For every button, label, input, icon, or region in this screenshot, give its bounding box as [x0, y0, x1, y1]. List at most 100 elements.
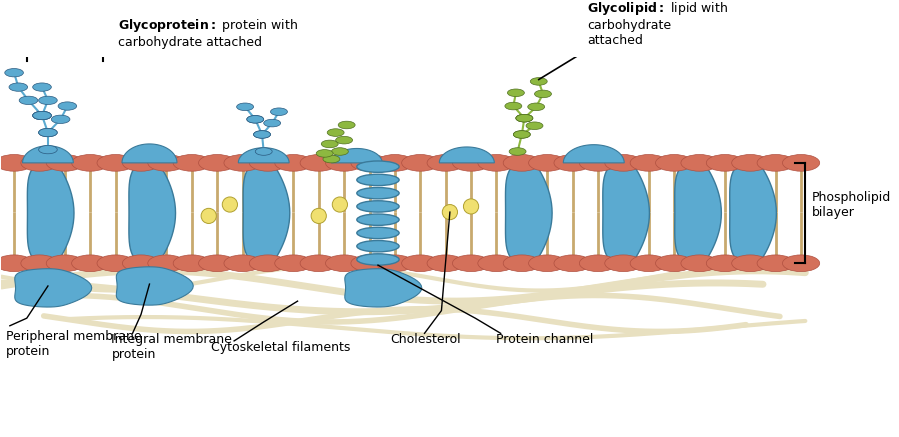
Circle shape [427, 255, 464, 271]
Circle shape [516, 114, 533, 122]
Circle shape [0, 155, 32, 171]
Circle shape [174, 255, 210, 271]
Polygon shape [675, 160, 721, 266]
Circle shape [402, 155, 439, 171]
Polygon shape [22, 146, 74, 163]
Circle shape [478, 255, 515, 271]
Ellipse shape [357, 201, 399, 212]
Ellipse shape [357, 254, 399, 265]
Circle shape [516, 114, 533, 122]
Circle shape [351, 155, 388, 171]
Circle shape [51, 115, 70, 124]
Circle shape [39, 146, 58, 154]
Circle shape [377, 155, 414, 171]
Circle shape [275, 255, 312, 271]
Circle shape [516, 114, 533, 122]
Circle shape [503, 155, 540, 171]
Circle shape [32, 111, 51, 120]
Circle shape [97, 155, 134, 171]
Circle shape [0, 255, 32, 271]
Ellipse shape [357, 240, 399, 252]
Circle shape [39, 96, 58, 104]
Circle shape [782, 155, 820, 171]
Circle shape [199, 155, 236, 171]
Circle shape [757, 255, 795, 271]
Circle shape [249, 255, 287, 271]
Circle shape [530, 78, 547, 85]
Circle shape [507, 89, 524, 97]
Circle shape [72, 255, 109, 271]
Circle shape [732, 155, 769, 171]
Circle shape [199, 255, 236, 271]
Polygon shape [238, 148, 289, 163]
Ellipse shape [357, 227, 399, 239]
Circle shape [300, 255, 337, 271]
Circle shape [236, 103, 254, 111]
Text: Integral membrane
protein: Integral membrane protein [111, 333, 232, 361]
Polygon shape [345, 269, 422, 307]
Circle shape [605, 155, 642, 171]
Circle shape [32, 111, 51, 120]
Ellipse shape [463, 199, 478, 214]
Text: Cholesterol: Cholesterol [391, 333, 461, 347]
Circle shape [97, 255, 134, 271]
Circle shape [21, 155, 58, 171]
Circle shape [579, 255, 617, 271]
Ellipse shape [333, 197, 348, 212]
Circle shape [224, 155, 262, 171]
Circle shape [46, 255, 84, 271]
Circle shape [39, 128, 58, 137]
Circle shape [707, 255, 743, 271]
Polygon shape [730, 160, 777, 266]
Circle shape [32, 111, 51, 120]
Circle shape [323, 155, 340, 163]
Ellipse shape [357, 214, 399, 225]
Circle shape [630, 255, 667, 271]
Circle shape [427, 155, 464, 171]
Circle shape [513, 131, 530, 138]
Circle shape [757, 155, 795, 171]
Circle shape [332, 148, 348, 155]
Ellipse shape [442, 205, 458, 220]
Circle shape [4, 69, 23, 77]
Circle shape [503, 255, 540, 271]
Circle shape [254, 131, 271, 138]
Circle shape [513, 131, 530, 138]
Text: $\bf{Glycoprotein:}$ protein with
carbohydrate attached: $\bf{Glycoprotein:}$ protein with carboh… [118, 17, 298, 49]
Circle shape [275, 155, 312, 171]
Circle shape [247, 115, 263, 123]
Circle shape [554, 155, 592, 171]
Circle shape [325, 255, 362, 271]
Circle shape [707, 155, 743, 171]
Circle shape [535, 90, 551, 98]
Circle shape [147, 255, 185, 271]
Circle shape [254, 131, 271, 138]
Circle shape [478, 155, 515, 171]
Circle shape [529, 155, 565, 171]
Ellipse shape [357, 187, 399, 199]
Polygon shape [116, 267, 193, 305]
Circle shape [39, 128, 58, 137]
Circle shape [554, 255, 592, 271]
Ellipse shape [222, 197, 237, 212]
Polygon shape [440, 147, 494, 163]
Circle shape [327, 129, 344, 136]
Circle shape [528, 103, 545, 111]
Text: Protein channel: Protein channel [496, 333, 594, 347]
Polygon shape [332, 149, 382, 163]
Circle shape [72, 155, 109, 171]
Circle shape [325, 155, 362, 171]
Text: $\bf{Glycolipid:}$ lipid with
carbohydrate
attached: $\bf{Glycolipid:}$ lipid with carbohydra… [587, 0, 728, 47]
Circle shape [46, 155, 84, 171]
Ellipse shape [357, 161, 399, 172]
Circle shape [655, 155, 693, 171]
Ellipse shape [357, 174, 399, 186]
Polygon shape [129, 160, 175, 266]
Circle shape [271, 108, 288, 115]
Circle shape [681, 255, 718, 271]
Ellipse shape [311, 208, 326, 223]
Circle shape [21, 255, 58, 271]
Circle shape [452, 255, 490, 271]
Polygon shape [505, 160, 552, 266]
Circle shape [630, 155, 667, 171]
